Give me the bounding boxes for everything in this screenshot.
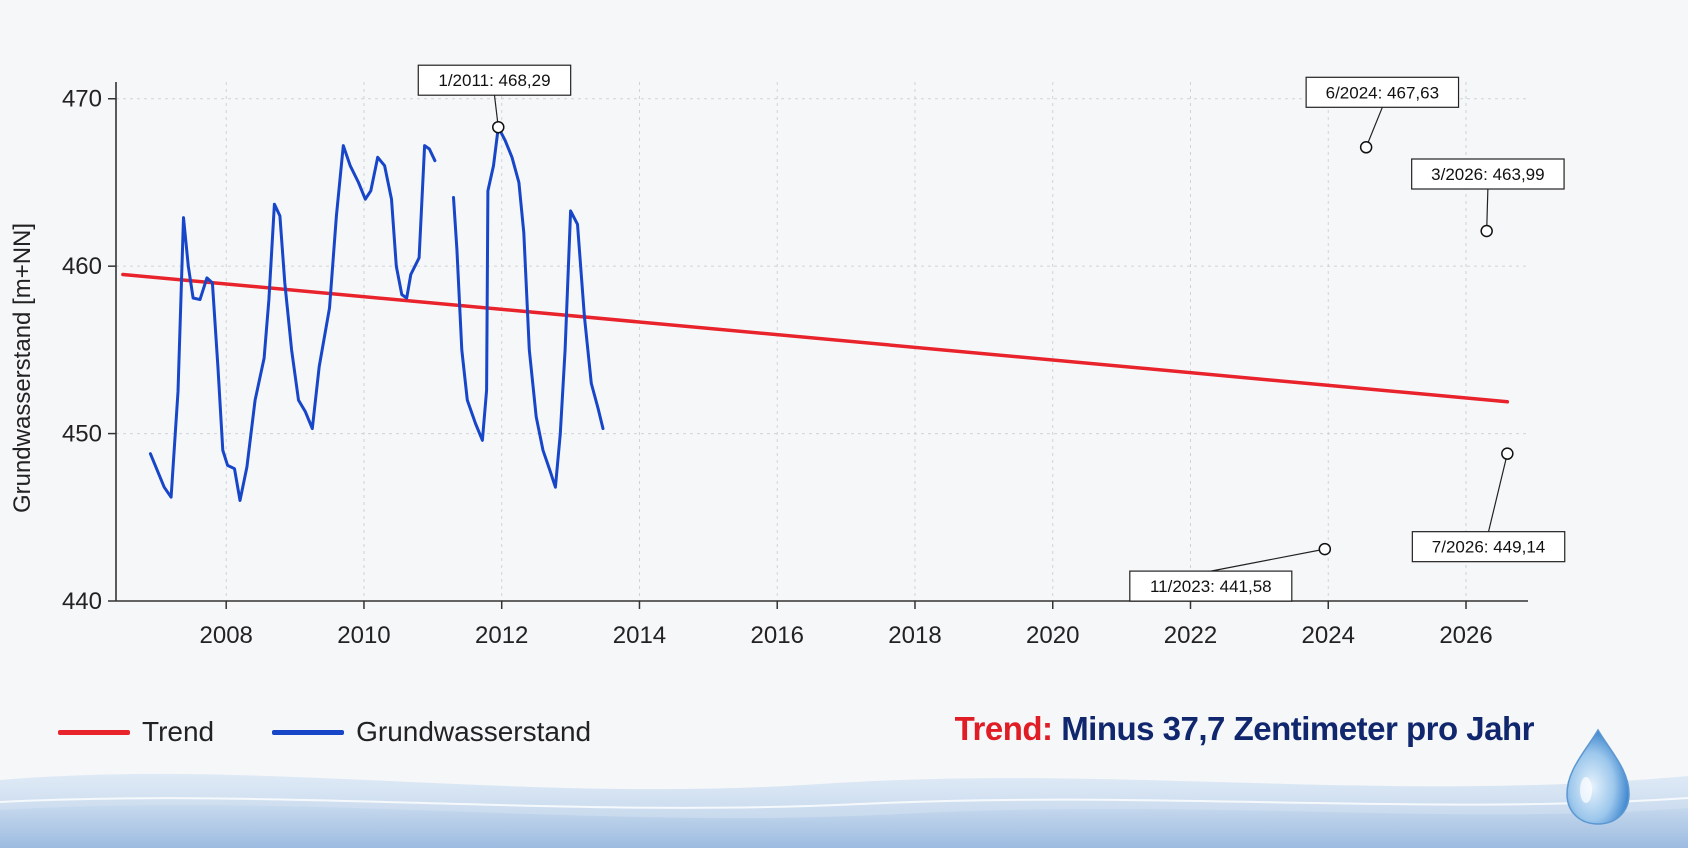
groundwater-line-segment [452, 125, 605, 489]
legend-item-trend: Trend [58, 716, 214, 748]
annotation-leader [1486, 188, 1489, 232]
annotation-box [1305, 76, 1460, 108]
x-tick-label: 2014 [613, 622, 666, 649]
legend-label-groundwater: Grundwasserstand [356, 716, 592, 747]
water-drop-icon [1566, 728, 1630, 825]
annotation: 3/2026: 463,99 [1411, 158, 1565, 238]
legend-item-groundwater: Grundwasserstand [272, 716, 591, 748]
x-tick-label: 2024 [1302, 622, 1355, 649]
axes [108, 82, 1528, 609]
trend-headline-value: Minus 37,7 Zentimeter pro Jahr [1061, 710, 1534, 747]
annotation-label: 7/2026: 449,14 [1432, 538, 1545, 557]
y-tick-label: 450 [62, 421, 102, 448]
legend-swatch-trend [58, 729, 130, 735]
x-tick-label: 2010 [337, 622, 390, 649]
annotation-marker [492, 120, 505, 134]
tick-labels: 440 450 460 470 2008 2010 2012 2014 2016 2018 2020… [62, 86, 1493, 649]
y-axis-label: Grundwasserstand [m+NN] [9, 223, 36, 513]
trend-line [121, 272, 1510, 404]
annotation-leader [1210, 548, 1325, 572]
x-tick-label: 2016 [751, 622, 804, 649]
annotation-box [1129, 570, 1293, 602]
water-wave-decoration [0, 728, 1688, 848]
annotation: 7/2026: 449,14 [1411, 447, 1566, 563]
annotation-label: 6/2024: 467,63 [1326, 83, 1439, 102]
annotation-box [1411, 158, 1565, 190]
annotations: 1/2011: 468,29 6/2024: 467,63 3/2026: 463,… [417, 64, 1566, 602]
trend-series [121, 272, 1510, 404]
groundwater-series [148, 125, 605, 502]
x-tick-label: 2020 [1026, 622, 1079, 649]
annotation-leader [1365, 107, 1383, 148]
annotation-box [1411, 531, 1566, 563]
annotation: 11/2023: 441,58 [1129, 542, 1332, 602]
x-tick-label: 2018 [888, 622, 941, 649]
annotation: 1/2011: 468,29 [417, 64, 572, 134]
x-tick-label: 2022 [1164, 622, 1217, 649]
annotation-marker [1318, 542, 1332, 556]
groundwater-line-chart: 440 450 460 470 2008 2010 2012 2014 2016 2018 2020… [9, 64, 1566, 649]
annotation-marker [1480, 224, 1493, 238]
annotation-marker [1501, 447, 1514, 460]
trend-headline: Trend: Minus 37,7 Zentimeter pro Jahr [954, 710, 1535, 748]
x-tick-label: 2026 [1439, 622, 1492, 649]
annotation-leader [1487, 453, 1508, 532]
annotation-marker [1359, 141, 1373, 154]
legend-swatch-groundwater [272, 729, 345, 735]
annotation-label: 11/2023: 441,58 [1150, 577, 1272, 596]
groundwater-line-segment [148, 144, 437, 502]
x-tick-label: 2008 [200, 622, 253, 649]
annotation-label: 1/2011: 468,29 [438, 71, 550, 90]
y-tick-label: 440 [62, 588, 102, 615]
grid-lines [116, 82, 1528, 602]
trend-headline-key: Trend: [954, 710, 1053, 747]
y-tick-label: 460 [62, 253, 102, 280]
legend: Trend Grundwasserstand [58, 712, 649, 752]
annotation-label: 3/2026: 463,99 [1431, 165, 1544, 184]
annotation-box [417, 64, 572, 96]
x-tick-label: 2012 [475, 622, 528, 649]
legend-label-trend: Trend [142, 716, 215, 747]
annotation: 6/2024: 467,63 [1305, 76, 1460, 154]
y-tick-label: 470 [62, 86, 102, 113]
